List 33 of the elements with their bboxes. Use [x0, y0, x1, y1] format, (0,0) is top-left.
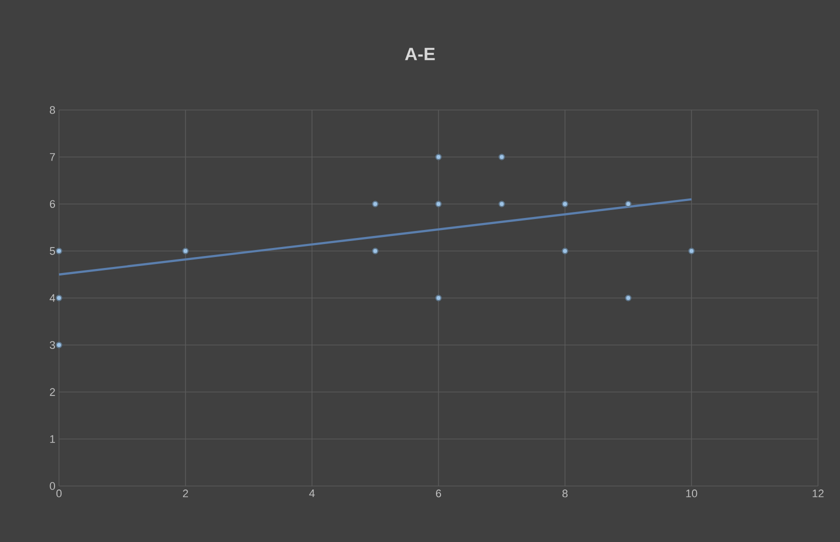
point — [498, 154, 505, 160]
x-tick-label: 4 — [309, 490, 315, 498]
y-tick-label: 6 — [50, 200, 55, 208]
point — [435, 154, 442, 160]
y-tick-label: 8 — [50, 106, 55, 114]
x-tick-label: 6 — [436, 490, 442, 498]
y-tick-label: 0 — [50, 482, 56, 490]
y-tick-label: 2 — [50, 388, 55, 396]
point — [688, 248, 695, 254]
point — [182, 248, 189, 254]
point — [56, 248, 62, 254]
y-tick-label: 3 — [50, 341, 55, 349]
y-tick-label: 4 — [50, 294, 56, 302]
x-tick-label: 0 — [56, 490, 62, 498]
point — [372, 248, 378, 254]
chart-title: A-E — [405, 48, 435, 60]
y-tick-label: 5 — [50, 247, 56, 255]
y-tick-label: 7 — [50, 153, 55, 161]
point — [625, 294, 632, 302]
x-tick-label: 2 — [183, 490, 188, 498]
point — [56, 294, 62, 302]
point — [56, 342, 62, 348]
point — [435, 294, 442, 302]
point — [498, 200, 505, 208]
point — [562, 200, 568, 208]
point — [625, 200, 632, 208]
x-tick-label: 10 — [686, 490, 698, 498]
point — [372, 200, 378, 208]
y-tick-label: 1 — [50, 435, 55, 443]
x-tick-label: 12 — [812, 490, 824, 498]
point — [562, 248, 568, 254]
x-tick-label: 8 — [562, 490, 568, 498]
point — [435, 200, 442, 208]
